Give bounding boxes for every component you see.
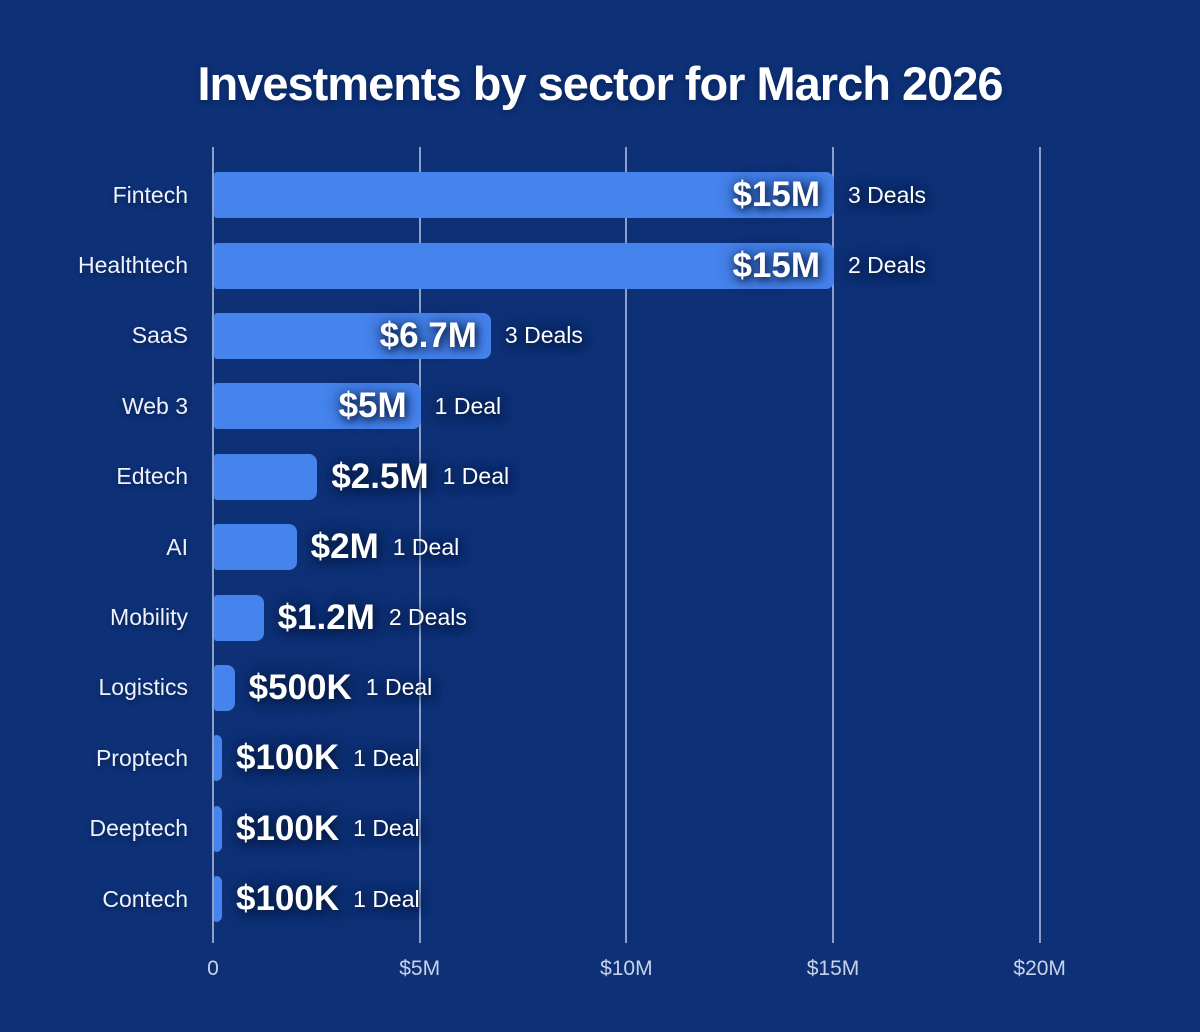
deal-count-label: 1 Deal — [353, 885, 420, 912]
bar-value-label: $100K — [236, 738, 340, 778]
deal-count-label: 3 Deals — [504, 322, 583, 349]
category-label: Web 3 — [121, 392, 188, 419]
bar-track: $100K 1 Deal — [214, 805, 1200, 852]
bar-value-label: $2M — [310, 527, 379, 567]
deal-count-label: 2 Deals — [848, 252, 926, 279]
gridline — [832, 147, 834, 943]
bar-track: $15M 2 Deals — [214, 242, 1200, 289]
gridline — [625, 147, 628, 943]
bar: $15M — [214, 242, 834, 289]
bar-track: $6.7M 3 Deals — [214, 312, 1200, 359]
deal-count-label: 3 Deals — [848, 181, 926, 208]
bar-row: Proptech $100K 1 Deal — [0, 723, 1200, 793]
bar-value-label: $6.7M — [379, 315, 477, 355]
plot-area: 0 $5M $10M $15M $20M — [207, 147, 1134, 980]
bar — [214, 664, 235, 711]
bar-rows: Fintech $15M 3 Deals Healthtech $15M 2 D… — [0, 160, 1200, 934]
bar-value-label: $5M — [338, 386, 407, 426]
category-label: Proptech — [95, 744, 188, 771]
bar-track: $15M 3 Deals — [214, 172, 1200, 219]
gridline — [212, 147, 214, 943]
bar — [214, 735, 222, 782]
category-label: Healthtech — [78, 252, 188, 279]
x-axis-tick-label: 0 — [207, 957, 219, 980]
bar — [214, 524, 297, 571]
category-label: AI — [166, 533, 188, 560]
bar-row: Healthtech $15M 2 Deals — [0, 230, 1200, 300]
bar-track: $2.5M 1 Deal — [214, 453, 1200, 500]
bar-row: Contech $100K 1 Deal — [0, 864, 1200, 934]
bar-row: Web 3 $5M 1 Deal — [0, 371, 1200, 441]
category-label: Logistics — [98, 674, 188, 701]
bar-row: Mobility $1.2M 2 Deals — [0, 582, 1200, 652]
bar — [214, 876, 222, 923]
bar: $15M — [214, 172, 834, 219]
bar-track: $1.2M 2 Deals — [214, 594, 1200, 641]
category-label: SaaS — [131, 322, 188, 349]
bar-value-label: $15M — [732, 175, 820, 215]
deal-count-label: 1 Deal — [353, 744, 420, 771]
bar-track: $100K 1 Deal — [214, 876, 1200, 923]
deal-count-label: 1 Deal — [434, 392, 502, 419]
bar: $6.7M — [214, 312, 491, 359]
bar — [214, 594, 264, 641]
bar-value-label: $100K — [236, 879, 340, 919]
bar-value-label: $100K — [236, 808, 340, 848]
deal-count-label: 1 Deal — [392, 533, 460, 560]
chart-title: Investments by sector for March 2026 — [197, 57, 1003, 110]
deal-count-label: 1 Deal — [353, 815, 420, 842]
bar-value-label: $15M — [732, 245, 820, 285]
bar-row: Edtech $2.5M 1 Deal — [0, 442, 1200, 512]
bar-row: Deeptech $100K 1 Deal — [0, 794, 1200, 864]
category-label: Mobility — [110, 604, 188, 631]
bar-value-label: $1.2M — [277, 597, 375, 637]
bar-row: SaaS $6.7M 3 Deals — [0, 301, 1200, 371]
category-label: Fintech — [112, 181, 188, 208]
bar-track: $100K 1 Deal — [214, 735, 1200, 782]
bar-track: $2M 1 Deal — [214, 524, 1200, 571]
deal-count-label: 1 Deal — [442, 463, 510, 490]
bar-row: Fintech $15M 3 Deals — [0, 160, 1200, 230]
bar-row: Logistics $500K 1 Deal — [0, 653, 1200, 723]
bar-value-label: $2.5M — [331, 456, 429, 496]
gridline — [1038, 147, 1041, 943]
bar-value-label: $500K — [248, 667, 352, 707]
deal-count-label: 2 Deals — [388, 604, 467, 631]
x-axis-tick-label: $5M — [399, 957, 441, 980]
bar-track: $500K 1 Deal — [214, 664, 1200, 711]
bar-track: $5M 1 Deal — [214, 383, 1200, 430]
bar: $5M — [214, 383, 421, 430]
gridline — [418, 147, 421, 943]
category-label: Edtech — [116, 463, 188, 490]
bar — [214, 453, 318, 500]
bar — [214, 805, 222, 852]
bar-row: AI $2M 1 Deal — [0, 512, 1200, 582]
category-label: Contech — [102, 885, 188, 912]
x-axis-tick-label: $10M — [600, 957, 653, 980]
x-axis-tick-label: $20M — [1013, 957, 1066, 980]
deal-count-label: 1 Deal — [365, 674, 433, 701]
category-label: Deeptech — [89, 815, 188, 842]
x-axis-tick-label: $15M — [806, 957, 860, 980]
